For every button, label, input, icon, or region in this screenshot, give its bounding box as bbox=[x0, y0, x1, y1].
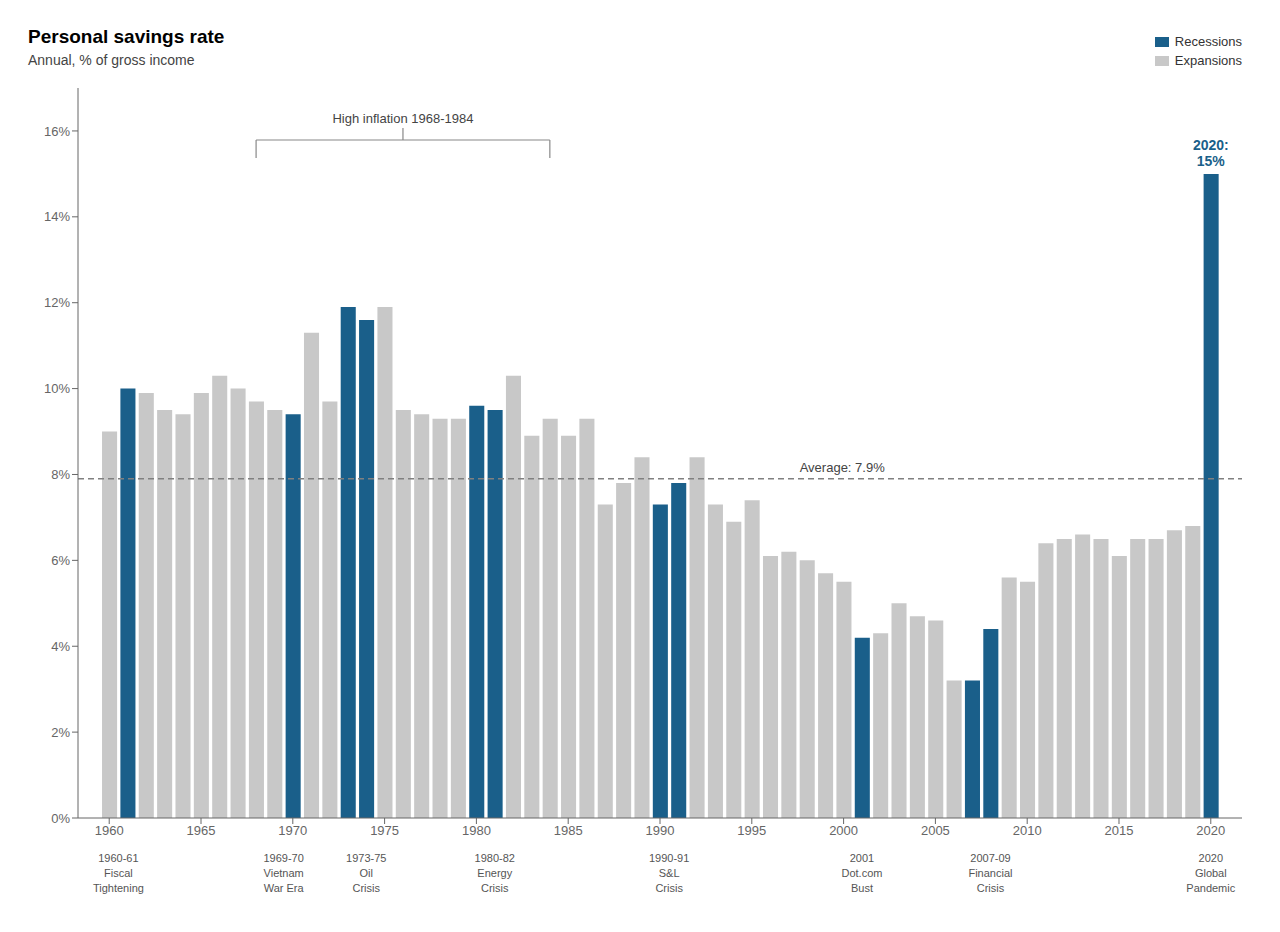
svg-text:14%: 14% bbox=[44, 209, 70, 224]
svg-text:2010: 2010 bbox=[1013, 823, 1042, 838]
svg-text:1985: 1985 bbox=[554, 823, 583, 838]
svg-text:War Era: War Era bbox=[264, 882, 305, 894]
svg-text:1960: 1960 bbox=[95, 823, 124, 838]
svg-text:Dot.com: Dot.com bbox=[841, 867, 882, 879]
svg-text:Fiscal: Fiscal bbox=[104, 867, 133, 879]
svg-text:Bust: Bust bbox=[851, 882, 873, 894]
svg-text:2020: 2020 bbox=[1196, 823, 1225, 838]
svg-text:1960-61: 1960-61 bbox=[98, 852, 138, 864]
html-text:Annual, % of gross income: Annual, % of gross income bbox=[28, 52, 195, 68]
svg-text:2001: 2001 bbox=[850, 852, 874, 864]
svg-text:Crisis: Crisis bbox=[352, 882, 380, 894]
svg-text:2020: 2020 bbox=[1199, 852, 1223, 864]
svg-text:1975: 1975 bbox=[370, 823, 399, 838]
svg-text:6%: 6% bbox=[51, 553, 70, 568]
svg-text:1990: 1990 bbox=[646, 823, 675, 838]
svg-text:8%: 8% bbox=[51, 467, 70, 482]
svg-text:4%: 4% bbox=[51, 639, 70, 654]
svg-text:Pandemic: Pandemic bbox=[1186, 882, 1235, 894]
svg-text:High inflation 1968-1984: High inflation 1968-1984 bbox=[332, 111, 473, 126]
svg-text:1969-70: 1969-70 bbox=[263, 852, 303, 864]
svg-text:Crisis: Crisis bbox=[481, 882, 509, 894]
svg-text:Energy: Energy bbox=[477, 867, 512, 879]
svg-text:2007-09: 2007-09 bbox=[970, 852, 1010, 864]
svg-text:0%: 0% bbox=[51, 811, 70, 826]
svg-text:S&L: S&L bbox=[659, 867, 680, 879]
svg-text:Tightening: Tightening bbox=[93, 882, 144, 894]
svg-text:Average: 7.9%: Average: 7.9% bbox=[800, 460, 885, 475]
svg-text:Financial: Financial bbox=[968, 867, 1012, 879]
svg-text:1965: 1965 bbox=[187, 823, 216, 838]
svg-text:1980: 1980 bbox=[462, 823, 491, 838]
svg-text:2020:: 2020: bbox=[1193, 137, 1229, 153]
svg-text:12%: 12% bbox=[44, 295, 70, 310]
svg-text:Oil: Oil bbox=[360, 867, 373, 879]
svg-text:10%: 10% bbox=[44, 381, 70, 396]
html-text:Personal savings rate: Personal savings rate bbox=[28, 26, 225, 47]
svg-text:15%: 15% bbox=[1197, 153, 1226, 169]
svg-text:1990-91: 1990-91 bbox=[649, 852, 689, 864]
svg-text:1995: 1995 bbox=[737, 823, 766, 838]
svg-text:Global: Global bbox=[1195, 867, 1227, 879]
html-text:Recessions: Recessions bbox=[1174, 34, 1242, 49]
svg-text:16%: 16% bbox=[44, 124, 70, 139]
svg-text:2000: 2000 bbox=[829, 823, 858, 838]
svg-text:2%: 2% bbox=[51, 725, 70, 740]
svg-text:2015: 2015 bbox=[1105, 823, 1134, 838]
svg-text:Vietnam: Vietnam bbox=[264, 867, 304, 879]
svg-text:2005: 2005 bbox=[921, 823, 950, 838]
svg-text:1973-75: 1973-75 bbox=[346, 852, 386, 864]
svg-text:1970: 1970 bbox=[278, 823, 307, 838]
svg-text:Crisis: Crisis bbox=[977, 882, 1005, 894]
html-text:Expansions: Expansions bbox=[1174, 53, 1242, 68]
svg-text:Crisis: Crisis bbox=[655, 882, 683, 894]
svg-text:1980-82: 1980-82 bbox=[475, 852, 515, 864]
